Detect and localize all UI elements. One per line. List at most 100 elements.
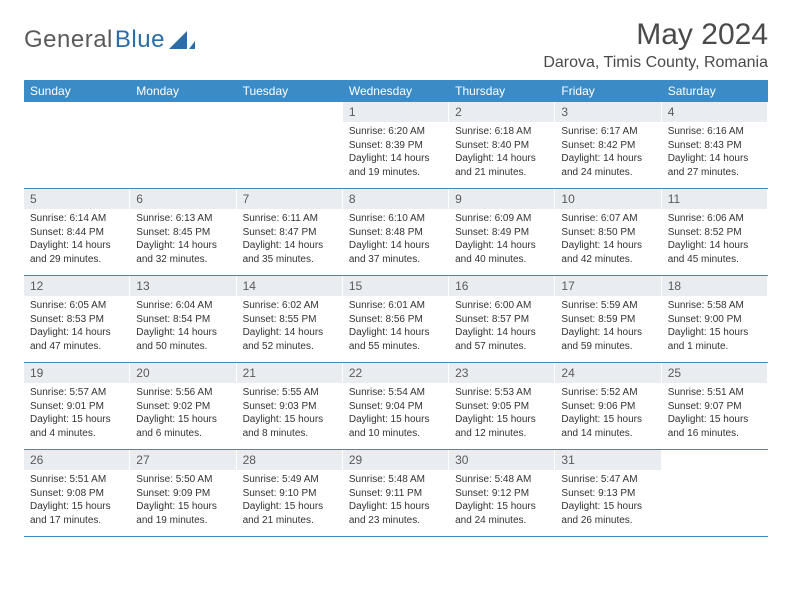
day-number: 23: [449, 363, 554, 383]
sunrise-text: Sunrise: 5:51 AM: [30, 473, 123, 487]
day-body: Sunrise: 6:06 AMSunset: 8:52 PMDaylight:…: [662, 209, 767, 270]
day-body: Sunrise: 5:51 AMSunset: 9:07 PMDaylight:…: [662, 383, 767, 444]
day-body: Sunrise: 5:49 AMSunset: 9:10 PMDaylight:…: [237, 470, 342, 531]
day-cell: 24Sunrise: 5:52 AMSunset: 9:06 PMDayligh…: [555, 363, 661, 449]
day-number: 28: [237, 450, 342, 470]
month-title: May 2024: [543, 18, 768, 52]
sunrise-text: Sunrise: 5:48 AM: [349, 473, 442, 487]
sunset-text: Sunset: 8:48 PM: [349, 226, 442, 240]
day-cell: 7Sunrise: 6:11 AMSunset: 8:47 PMDaylight…: [237, 189, 343, 275]
day-body: Sunrise: 5:50 AMSunset: 9:09 PMDaylight:…: [130, 470, 235, 531]
sunrise-text: Sunrise: 6:17 AM: [561, 125, 654, 139]
day-cell: 15Sunrise: 6:01 AMSunset: 8:56 PMDayligh…: [343, 276, 449, 362]
day-cell: 3Sunrise: 6:17 AMSunset: 8:42 PMDaylight…: [555, 102, 661, 188]
day-body: Sunrise: 6:17 AMSunset: 8:42 PMDaylight:…: [555, 122, 660, 183]
day-number: 21: [237, 363, 342, 383]
day-header-tue: Tuesday: [237, 80, 343, 102]
daylight-text: Daylight: 15 hours and 16 minutes.: [668, 413, 761, 440]
sunrise-text: Sunrise: 5:51 AM: [668, 386, 761, 400]
sunrise-text: Sunrise: 6:13 AM: [136, 212, 229, 226]
day-header-sat: Saturday: [662, 80, 768, 102]
day-cell: 25Sunrise: 5:51 AMSunset: 9:07 PMDayligh…: [662, 363, 768, 449]
sunrise-text: Sunrise: 6:07 AM: [561, 212, 654, 226]
day-number: [130, 102, 235, 106]
daylight-text: Daylight: 15 hours and 19 minutes.: [136, 500, 229, 527]
day-number: 22: [343, 363, 448, 383]
sunrise-text: Sunrise: 5:52 AM: [561, 386, 654, 400]
sunrise-text: Sunrise: 6:20 AM: [349, 125, 442, 139]
day-number: 8: [343, 189, 448, 209]
day-cell: 12Sunrise: 6:05 AMSunset: 8:53 PMDayligh…: [24, 276, 130, 362]
sunset-text: Sunset: 9:08 PM: [30, 487, 123, 501]
sunrise-text: Sunrise: 5:47 AM: [561, 473, 654, 487]
day-body: Sunrise: 6:13 AMSunset: 8:45 PMDaylight:…: [130, 209, 235, 270]
daylight-text: Daylight: 15 hours and 21 minutes.: [243, 500, 336, 527]
day-cell: 10Sunrise: 6:07 AMSunset: 8:50 PMDayligh…: [555, 189, 661, 275]
sunset-text: Sunset: 9:11 PM: [349, 487, 442, 501]
day-header-fri: Friday: [555, 80, 661, 102]
day-body: Sunrise: 6:20 AMSunset: 8:39 PMDaylight:…: [343, 122, 448, 183]
sunset-text: Sunset: 8:39 PM: [349, 139, 442, 153]
sunset-text: Sunset: 9:05 PM: [455, 400, 548, 414]
daylight-text: Daylight: 14 hours and 19 minutes.: [349, 152, 442, 179]
day-number: 12: [24, 276, 129, 296]
sunrise-text: Sunrise: 5:59 AM: [561, 299, 654, 313]
daylight-text: Daylight: 14 hours and 59 minutes.: [561, 326, 654, 353]
sunrise-text: Sunrise: 6:01 AM: [349, 299, 442, 313]
day-number: 15: [343, 276, 448, 296]
sunrise-text: Sunrise: 6:10 AM: [349, 212, 442, 226]
day-cell: 9Sunrise: 6:09 AMSunset: 8:49 PMDaylight…: [449, 189, 555, 275]
daylight-text: Daylight: 14 hours and 55 minutes.: [349, 326, 442, 353]
day-header-sun: Sunday: [24, 80, 130, 102]
location-text: Darova, Timis County, Romania: [543, 54, 768, 72]
sunrise-text: Sunrise: 6:14 AM: [30, 212, 123, 226]
daylight-text: Daylight: 14 hours and 21 minutes.: [455, 152, 548, 179]
day-body: Sunrise: 6:11 AMSunset: 8:47 PMDaylight:…: [237, 209, 342, 270]
sunset-text: Sunset: 9:02 PM: [136, 400, 229, 414]
day-number: 25: [662, 363, 767, 383]
day-cell: 28Sunrise: 5:49 AMSunset: 9:10 PMDayligh…: [237, 450, 343, 536]
sunset-text: Sunset: 8:59 PM: [561, 313, 654, 327]
week-row: 19Sunrise: 5:57 AMSunset: 9:01 PMDayligh…: [24, 363, 768, 450]
day-cell: 18Sunrise: 5:58 AMSunset: 9:00 PMDayligh…: [662, 276, 768, 362]
sunset-text: Sunset: 9:12 PM: [455, 487, 548, 501]
week-row: 1Sunrise: 6:20 AMSunset: 8:39 PMDaylight…: [24, 102, 768, 189]
day-cell: 27Sunrise: 5:50 AMSunset: 9:09 PMDayligh…: [130, 450, 236, 536]
day-cell: 5Sunrise: 6:14 AMSunset: 8:44 PMDaylight…: [24, 189, 130, 275]
daylight-text: Daylight: 14 hours and 50 minutes.: [136, 326, 229, 353]
day-number: [237, 102, 342, 106]
sunset-text: Sunset: 8:50 PM: [561, 226, 654, 240]
sunrise-text: Sunrise: 5:56 AM: [136, 386, 229, 400]
day-number: 26: [24, 450, 129, 470]
sunset-text: Sunset: 9:00 PM: [668, 313, 761, 327]
day-body: Sunrise: 5:52 AMSunset: 9:06 PMDaylight:…: [555, 383, 660, 444]
sunset-text: Sunset: 8:54 PM: [136, 313, 229, 327]
sunrise-text: Sunrise: 5:57 AM: [30, 386, 123, 400]
week-row: 12Sunrise: 6:05 AMSunset: 8:53 PMDayligh…: [24, 276, 768, 363]
sunrise-text: Sunrise: 6:00 AM: [455, 299, 548, 313]
sunrise-text: Sunrise: 6:16 AM: [668, 125, 761, 139]
day-number: 19: [24, 363, 129, 383]
daylight-text: Daylight: 15 hours and 24 minutes.: [455, 500, 548, 527]
sunrise-text: Sunrise: 5:50 AM: [136, 473, 229, 487]
sunset-text: Sunset: 8:42 PM: [561, 139, 654, 153]
day-body: Sunrise: 5:57 AMSunset: 9:01 PMDaylight:…: [24, 383, 129, 444]
daylight-text: Daylight: 14 hours and 29 minutes.: [30, 239, 123, 266]
sunset-text: Sunset: 8:57 PM: [455, 313, 548, 327]
day-number: 20: [130, 363, 235, 383]
day-body: Sunrise: 5:59 AMSunset: 8:59 PMDaylight:…: [555, 296, 660, 357]
sunset-text: Sunset: 8:43 PM: [668, 139, 761, 153]
sunset-text: Sunset: 8:52 PM: [668, 226, 761, 240]
day-cell: [237, 102, 343, 188]
day-number: 11: [662, 189, 767, 209]
day-cell: [24, 102, 130, 188]
day-number: 4: [662, 102, 767, 122]
sunrise-text: Sunrise: 5:58 AM: [668, 299, 761, 313]
day-cell: 23Sunrise: 5:53 AMSunset: 9:05 PMDayligh…: [449, 363, 555, 449]
sunrise-text: Sunrise: 6:09 AM: [455, 212, 548, 226]
day-body: Sunrise: 5:54 AMSunset: 9:04 PMDaylight:…: [343, 383, 448, 444]
day-body: Sunrise: 6:18 AMSunset: 8:40 PMDaylight:…: [449, 122, 554, 183]
daylight-text: Daylight: 14 hours and 47 minutes.: [30, 326, 123, 353]
day-cell: 4Sunrise: 6:16 AMSunset: 8:43 PMDaylight…: [662, 102, 768, 188]
day-body: Sunrise: 6:01 AMSunset: 8:56 PMDaylight:…: [343, 296, 448, 357]
